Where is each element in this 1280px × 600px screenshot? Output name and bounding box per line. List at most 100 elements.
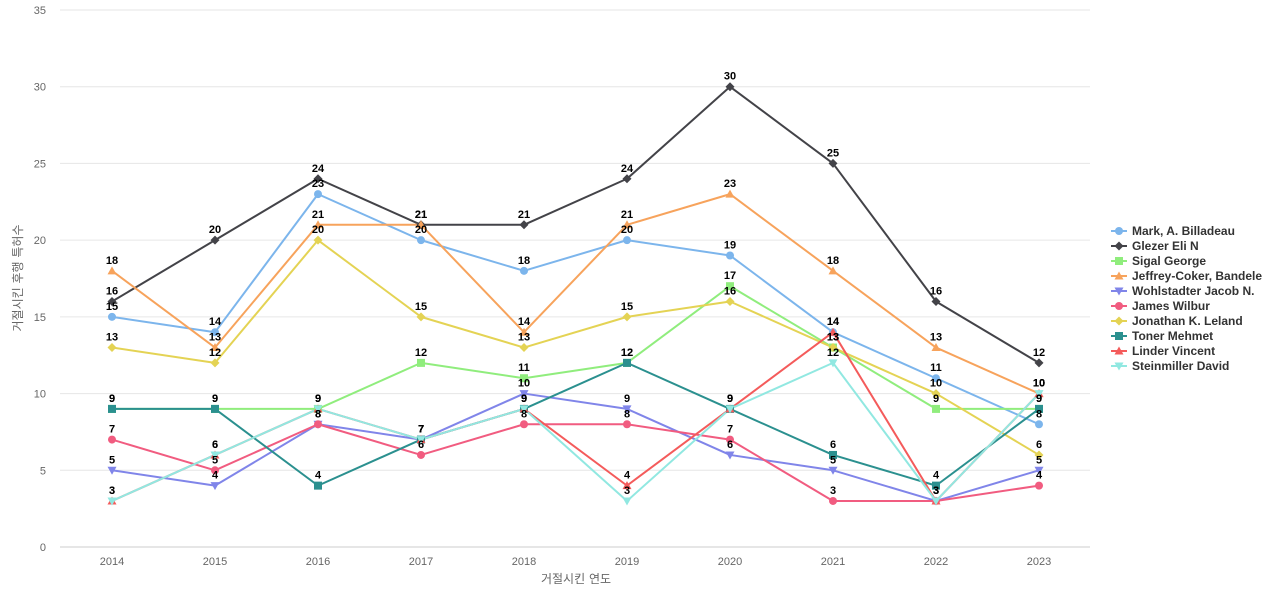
data-label: 9 xyxy=(933,393,939,405)
data-point xyxy=(931,297,941,307)
data-point xyxy=(108,312,116,321)
data-point xyxy=(107,466,117,475)
data-label: 7 xyxy=(418,424,424,436)
x-tick-label: 2016 xyxy=(306,556,330,568)
data-point xyxy=(1034,358,1044,368)
data-label: 4 xyxy=(1036,470,1043,482)
x-axis-title: 거절시킨 연도 xyxy=(541,572,611,586)
x-tick-label: 2015 xyxy=(203,556,227,568)
legend-item[interactable]: Toner Mehmet xyxy=(1111,329,1213,343)
data-point xyxy=(520,374,528,383)
data-point xyxy=(417,358,425,367)
data-label: 7 xyxy=(727,424,733,436)
data-label: 13 xyxy=(518,332,530,344)
data-label: 9 xyxy=(1036,393,1042,405)
series-line xyxy=(111,193,1040,426)
legend-marker xyxy=(1114,287,1124,296)
data-label: 9 xyxy=(212,393,218,405)
data-point xyxy=(623,236,631,245)
data-label: 4 xyxy=(212,470,219,482)
data-point xyxy=(622,497,632,506)
data-point xyxy=(623,420,631,429)
data-labels: 15 14 23 20 18 20 19 14 11 8 16 20 24 21 21 24 30 25 16 12 9… xyxy=(106,71,1045,497)
legend-item[interactable]: Glezer Eli N xyxy=(1111,239,1199,253)
data-point xyxy=(520,420,528,429)
data-label: 8 xyxy=(521,408,527,420)
legend-marker xyxy=(1114,346,1124,355)
legend-marker xyxy=(1115,227,1123,235)
x-tick-label: 2019 xyxy=(615,556,639,568)
data-label: 15 xyxy=(106,301,118,313)
data-point xyxy=(417,236,425,245)
data-label: 16 xyxy=(106,286,118,298)
legend-marker xyxy=(1114,316,1124,326)
legend-item[interactable]: Wohlstadter Jacob N. xyxy=(1111,284,1254,298)
data-point xyxy=(313,405,323,414)
data-label: 14 xyxy=(827,316,840,328)
data-point xyxy=(725,82,735,92)
data-point xyxy=(622,312,632,322)
data-label: 21 xyxy=(518,209,530,221)
x-tick-label: 2017 xyxy=(409,556,433,568)
data-point xyxy=(519,327,529,336)
data-label: 6 xyxy=(830,439,836,451)
data-label: 9 xyxy=(727,393,733,405)
data-label: 9 xyxy=(212,393,218,405)
data-label: 16 xyxy=(930,286,942,298)
data-label: 3 xyxy=(830,485,836,497)
data-point xyxy=(210,235,220,245)
legend-label: Glezer Eli N xyxy=(1132,239,1199,253)
data-point xyxy=(726,282,734,291)
legend-label: Mark, A. Billadeau xyxy=(1132,224,1235,238)
data-point xyxy=(211,404,219,413)
data-point xyxy=(623,358,631,367)
legend-item[interactable]: Jonathan K. Leland xyxy=(1111,314,1243,328)
data-label: 3 xyxy=(933,485,939,497)
data-point xyxy=(828,158,838,168)
y-tick-label: 30 xyxy=(34,82,46,94)
series-line xyxy=(112,361,1040,487)
series-line xyxy=(111,85,1040,364)
data-label: 23 xyxy=(724,178,736,190)
data-point xyxy=(210,358,220,368)
data-label: 17 xyxy=(724,270,736,282)
data-label: 13 xyxy=(827,332,839,344)
legend-item[interactable]: Sigal George xyxy=(1111,254,1206,268)
y-tick-label: 35 xyxy=(34,5,46,17)
data-point xyxy=(829,496,837,505)
data-label: 8 xyxy=(315,408,321,420)
data-label: 9 xyxy=(315,393,321,405)
data-label: 9 xyxy=(521,393,527,405)
data-label: 3 xyxy=(933,485,939,497)
data-point xyxy=(931,497,941,506)
data-point xyxy=(519,343,529,353)
legend-item[interactable]: Jeffrey-Coker, Bandele xyxy=(1111,269,1262,283)
data-point xyxy=(828,343,838,353)
data-label: 11 xyxy=(930,362,942,374)
data-point xyxy=(416,312,426,322)
data-label: 10 xyxy=(1033,378,1045,390)
legend-label: Wohlstadter Jacob N. xyxy=(1132,284,1254,298)
series-line xyxy=(111,193,1040,395)
data-point xyxy=(519,220,529,230)
data-label: 7 xyxy=(418,424,424,436)
data-label: 9 xyxy=(727,393,733,405)
legend-item[interactable]: Mark, A. Billadeau xyxy=(1111,224,1235,238)
data-label: 14 xyxy=(209,316,222,328)
data-label: 20 xyxy=(312,224,324,236)
legend-item[interactable]: Steinmiller David xyxy=(1111,359,1229,373)
legend-label: Linder Vincent xyxy=(1132,344,1215,358)
data-point xyxy=(107,266,117,275)
legend-item[interactable]: Linder Vincent xyxy=(1111,344,1215,358)
legend-item[interactable]: James Wilbur xyxy=(1111,299,1210,313)
grid-lines xyxy=(60,9,1090,548)
data-point xyxy=(932,404,940,413)
legend-marker xyxy=(1114,271,1124,280)
data-point xyxy=(622,174,632,184)
data-point xyxy=(828,327,838,336)
data-point xyxy=(1034,466,1044,475)
data-point xyxy=(1034,390,1044,399)
y-tick-label: 15 xyxy=(34,312,46,324)
data-label: 20 xyxy=(621,224,633,236)
data-point xyxy=(416,436,426,445)
